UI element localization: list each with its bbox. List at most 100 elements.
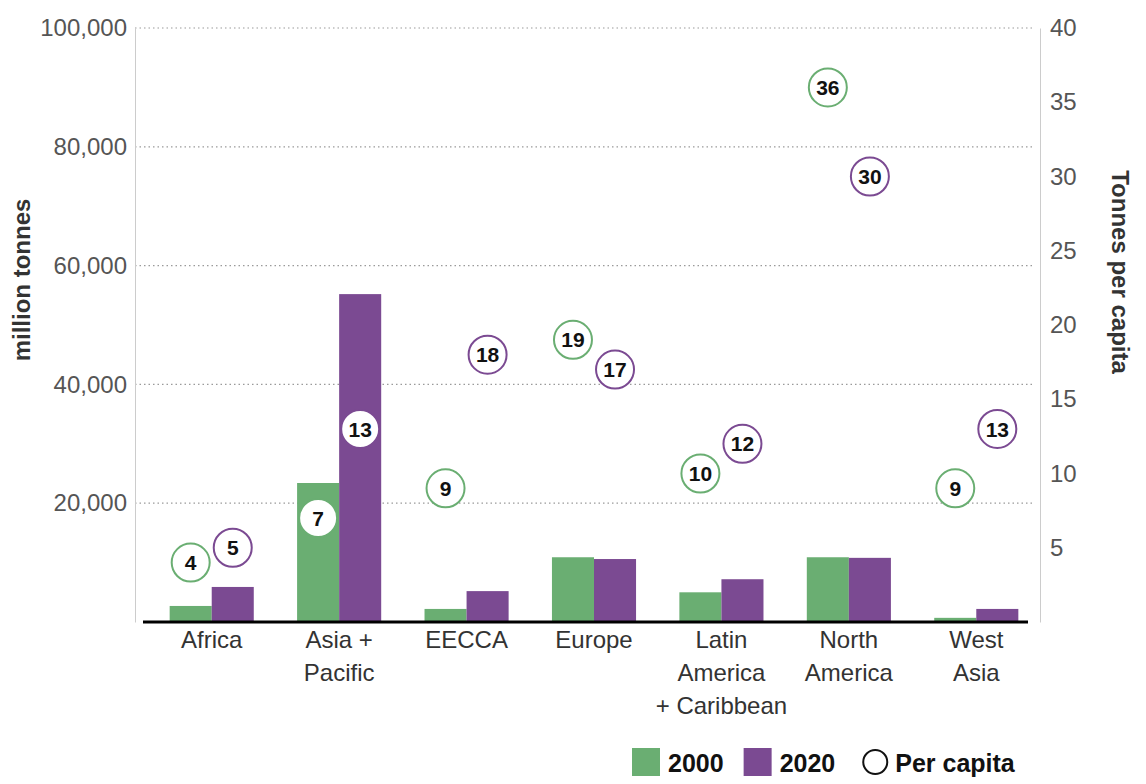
chart: 20,000 40,000 60,000 80,000 100,000 5 10 15 20 25… [0,0,1146,784]
y2-tick-label: 20 [1050,311,1077,338]
bar [552,557,594,622]
legend-label: 2000 [668,749,724,777]
y2-axis-title: Tonnes per capita [1107,170,1134,374]
y2-tick-label: 30 [1050,163,1077,190]
legend-swatch [863,750,887,774]
y2-tick: 20 [1040,311,1077,338]
legend-swatch [744,748,772,776]
y2-tick: 40 [1040,14,1077,41]
bar [594,559,636,622]
bar [849,558,891,622]
y2-tick: 15 [1040,385,1077,412]
per-capita-marker [681,455,719,493]
bar [679,592,721,622]
x-tick-label: LatinAmerica+ Caribbean [656,626,787,719]
plot-area [170,68,1019,622]
y-axis-title: million tonnes [8,199,35,362]
y2-tick-label: 35 [1050,88,1077,115]
per-capita-label: 9 [440,477,452,500]
x-tick: WestAsia [949,622,1004,686]
grid-line [135,384,1032,385]
bar-series [212,294,1019,622]
per-capita-label: 9 [949,477,961,500]
y2-tick-label: 15 [1050,385,1077,412]
y-tick-label: 100,000 [40,14,127,41]
grid-line [135,146,1032,147]
y2-tick-label: 10 [1050,460,1077,487]
y2-axis: 5 10 15 20 25 30 35 40 [1040,14,1077,622]
bar [212,587,254,622]
grid-line [135,265,1032,266]
per-capita-label: 7 [312,507,324,530]
x-tick-label: Europe [555,626,632,653]
x-tick-label: WestAsia [949,626,1004,686]
x-axis-line [143,621,1028,624]
per-capita-marker [341,410,379,448]
per-capita-marker [936,469,974,507]
x-tick-label: Asia +Pacific [304,626,375,686]
x-tick: EECCA [425,622,508,653]
y-tick-label: 20,000 [54,489,127,516]
bar [339,294,381,622]
per-capita-marker [978,410,1016,448]
x-tick-label: Africa [181,626,243,653]
grid [135,28,1032,503]
legend: 2000 2020 Per capita [632,748,1016,777]
y2-tick-label: 5 [1050,534,1063,561]
y2-tick: 10 [1040,460,1077,487]
bar [425,609,467,622]
per-capita-marker [214,529,252,567]
x-tick: LatinAmerica+ Caribbean [656,622,787,719]
y-tick-label: 40,000 [54,371,127,398]
bar [297,483,339,622]
per-capita-labels: 47919103695131817123013 [185,76,1009,574]
per-capita-label: 4 [185,551,197,574]
per-capita-marker [554,321,592,359]
y-tick-label: 80,000 [54,133,127,160]
per-capita-label: 12 [731,432,754,455]
y-tick-label: 60,000 [54,252,127,279]
bar-series [170,483,977,622]
bar [807,557,849,622]
y-tick: 20,000 [54,489,135,516]
per-capita-marker [851,158,889,196]
y-axis: 20,000 40,000 60,000 80,000 100,000 [40,14,135,622]
legend-label: Per capita [895,749,1016,777]
x-axis: Africa Asia +Pacific EECCA Europe LatinAmeri… [143,622,1028,719]
y2-tick-label: 25 [1050,237,1077,264]
per-capita-marker [427,469,465,507]
y-tick: 60,000 [54,252,135,279]
y-tick: 100,000 [40,14,135,41]
per-capita-marker [596,351,634,389]
y2-tick-label: 40 [1050,14,1077,41]
per-capita-marker [469,336,507,374]
per-capita-label: 13 [348,418,371,441]
per-capita-label: 19 [561,328,584,351]
per-capita-label: 36 [816,76,839,99]
x-tick: Asia +Pacific [304,622,375,686]
per-capita-marker [299,499,337,537]
y-tick: 40,000 [54,371,135,398]
grid-line [135,27,1032,28]
y2-tick: 30 [1040,163,1077,190]
x-tick-label: EECCA [425,626,508,653]
y2-tick: 5 [1040,534,1063,561]
legend-label: 2020 [780,749,836,777]
per-capita-markers [172,68,1017,581]
per-capita-label: 10 [689,462,712,485]
per-capita-label: 13 [986,418,1009,441]
x-tick: Africa [181,622,243,653]
grid-line [135,503,1032,504]
legend-swatch [632,748,660,776]
x-tick: Europe [555,622,632,653]
bar [467,591,509,622]
bar [170,606,212,622]
x-tick-label: NorthAmerica [805,626,894,686]
per-capita-label: 5 [227,536,239,559]
per-capita-label: 18 [476,343,500,366]
bar [976,609,1018,622]
per-capita-marker [809,68,847,106]
y-tick: 80,000 [54,133,135,160]
y-axis-line [135,29,136,623]
per-capita-label: 17 [603,358,626,381]
